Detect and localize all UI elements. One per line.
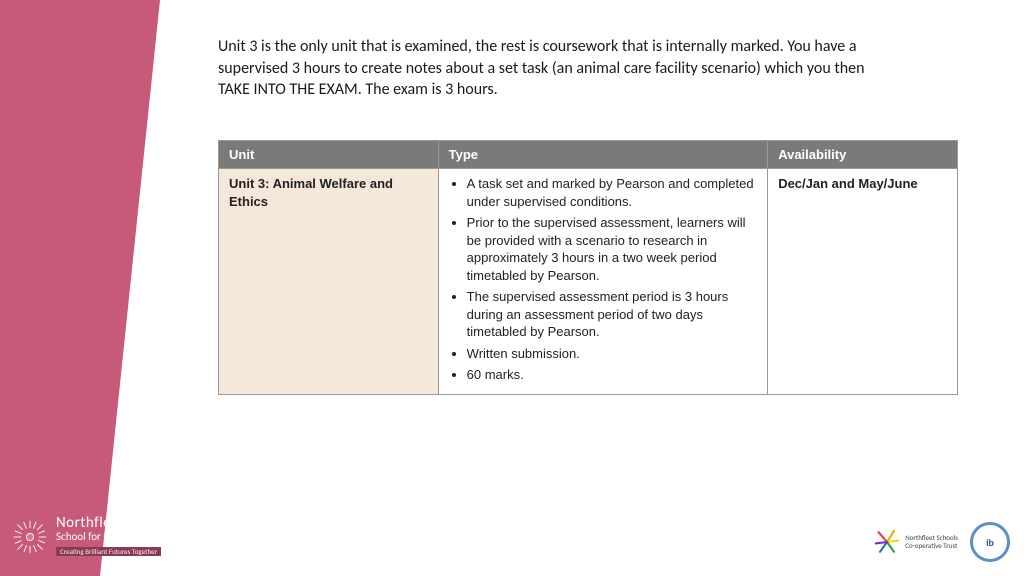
table-row: Unit 3: Animal Welfare and Ethics A task…: [219, 169, 958, 395]
type-list: A task set and marked by Pearson and com…: [449, 175, 758, 384]
school-name-line2: School for Girls: [56, 531, 161, 542]
school-name-line1: Northfleet: [56, 516, 161, 531]
ib-badge-icon: ib: [970, 522, 1010, 562]
intro-paragraph: Unit 3 is the only unit that is examined…: [218, 36, 878, 101]
type-item: A task set and marked by Pearson and com…: [467, 175, 758, 210]
col-header-unit: Unit: [219, 141, 439, 169]
cell-availability: Dec/Jan and May/June: [768, 169, 958, 395]
pink-side-band: [0, 0, 160, 576]
school-logo-block: Northfleet School for Girls Creating Bri…: [12, 516, 161, 558]
school-tagline: Creating Brilliant Futures Together: [56, 547, 161, 556]
type-item: The supervised assessment period is 3 ho…: [467, 288, 758, 341]
cell-unit: Unit 3: Animal Welfare and Ethics: [219, 169, 439, 395]
col-header-availability: Availability: [768, 141, 958, 169]
col-header-type: Type: [438, 141, 768, 169]
type-item: Prior to the supervised assessment, lear…: [467, 214, 758, 284]
unit-table: Unit Type Availability Unit 3: Animal We…: [218, 140, 958, 395]
trust-line2: Co-operative Trust: [905, 542, 958, 550]
footer-right-logos: Northfleet Schools Co-operative Trust ib: [873, 522, 1010, 562]
type-item: 60 marks.: [467, 366, 758, 384]
rainbow-star-icon: [873, 528, 901, 556]
cell-type: A task set and marked by Pearson and com…: [438, 169, 768, 395]
sunburst-icon: [12, 519, 48, 555]
trust-logo: Northfleet Schools Co-operative Trust: [873, 528, 958, 556]
type-item: Written submission.: [467, 345, 758, 363]
table-header-row: Unit Type Availability: [219, 141, 958, 169]
